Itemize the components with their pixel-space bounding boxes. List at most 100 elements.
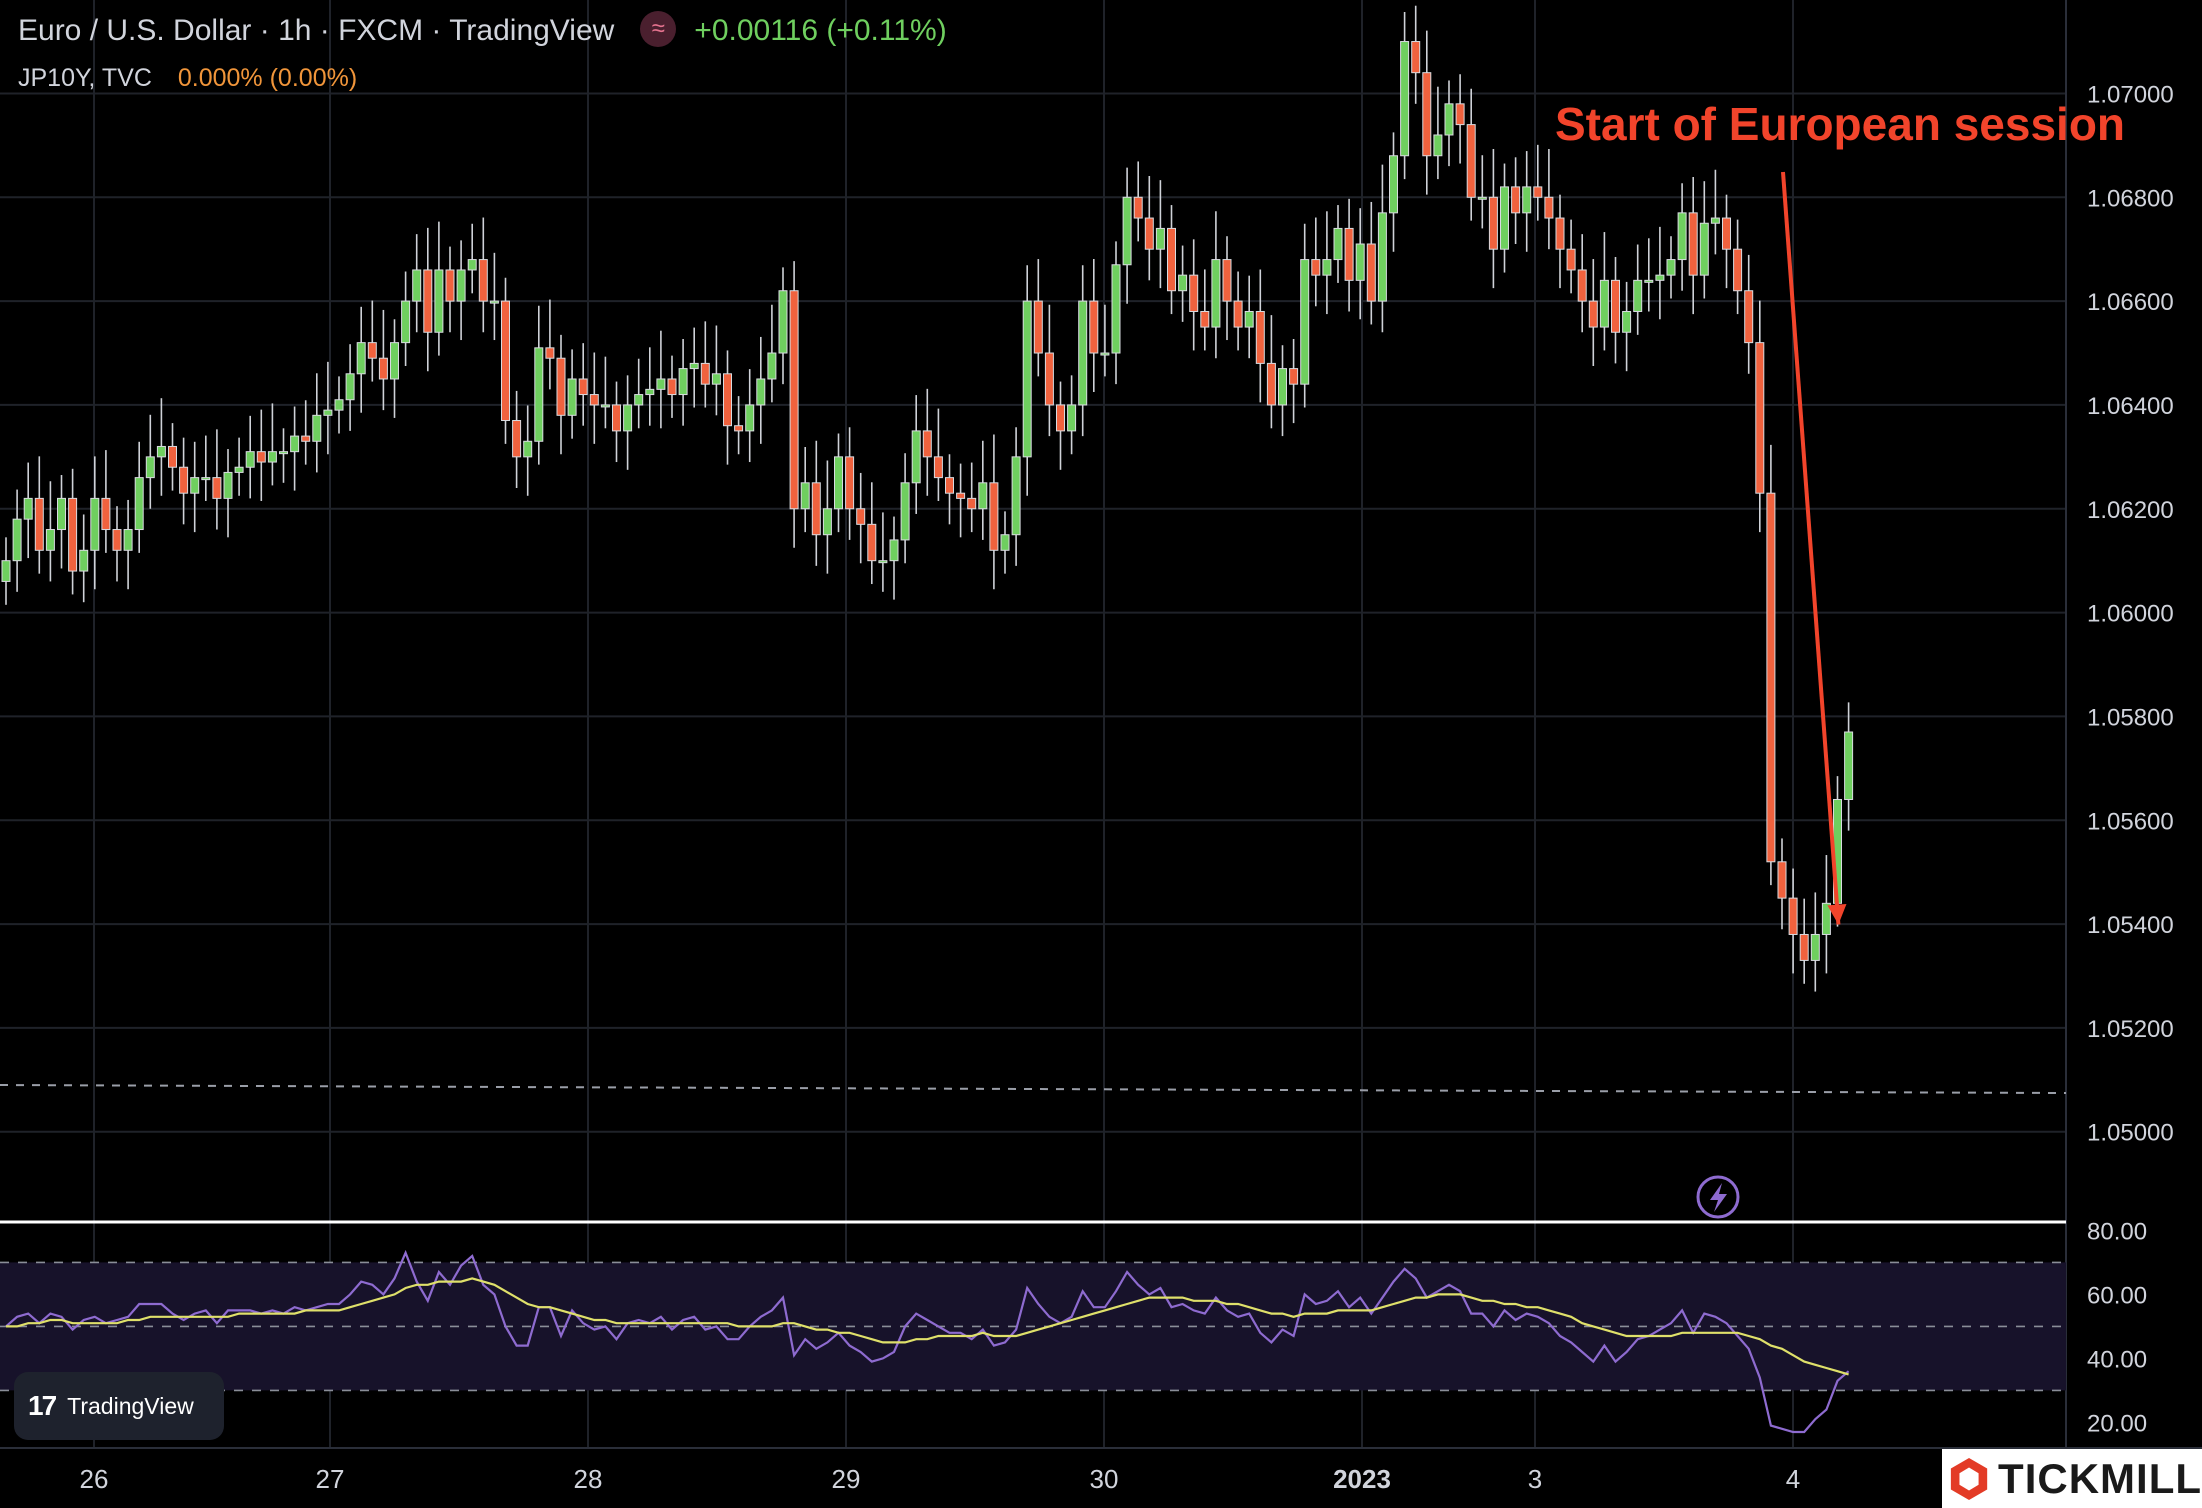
candle-body — [256, 451, 266, 463]
candle-body — [523, 440, 533, 458]
candle-body — [711, 373, 721, 385]
price-tick-label: 1.07000 — [2087, 81, 2174, 108]
candle-body — [1488, 196, 1498, 250]
candle-body — [1078, 300, 1088, 406]
candle-body — [478, 259, 488, 302]
candle-body — [1810, 933, 1820, 961]
candle-body — [945, 477, 954, 494]
candle-body — [1255, 310, 1265, 364]
candle-body — [45, 529, 55, 551]
price-tick-label: 1.05200 — [2087, 1016, 2174, 1043]
candle-body — [512, 420, 522, 458]
tradingview-badge[interactable]: 17 TradingView — [14, 1372, 224, 1440]
price-change: +0.00116 (+0.11%) — [694, 14, 947, 47]
candle-body — [1544, 196, 1554, 219]
candle-body — [1455, 103, 1465, 126]
candle-body — [156, 445, 166, 458]
lightning-icon[interactable] — [1696, 1175, 1740, 1219]
candle-body — [245, 451, 255, 468]
candle-body — [134, 477, 144, 531]
candle-body — [1699, 222, 1709, 276]
candle-body — [1599, 279, 1609, 328]
candle-body — [1411, 41, 1421, 74]
candle-body — [1244, 310, 1254, 328]
candle-body — [1422, 72, 1432, 157]
tradingview-logo-icon[interactable]: ≈ — [640, 11, 677, 48]
candle-body — [678, 368, 688, 396]
candle-body — [1344, 227, 1354, 281]
candle-body — [700, 362, 710, 385]
rsi-tick-label: 80.00 — [2087, 1218, 2147, 1245]
candle-body — [390, 342, 399, 380]
candle-body — [1144, 217, 1154, 250]
candle-body — [1533, 186, 1543, 198]
candle-body — [34, 497, 44, 551]
chart-header: Euro / U.S. Dollar · 1h · FXCM · Trading… — [18, 11, 947, 48]
candle-body — [434, 269, 444, 333]
candle-body — [334, 399, 344, 411]
candle-body — [1633, 279, 1643, 312]
dashed-price-line — [0, 1084, 2067, 1095]
candle-body — [1044, 352, 1054, 406]
candle-body — [1233, 300, 1243, 328]
candle-body — [1122, 196, 1132, 266]
candle-body — [1444, 103, 1454, 136]
candle-body — [1788, 897, 1798, 935]
candle-body — [190, 477, 200, 494]
candle-body — [623, 404, 633, 432]
rsi-line — [5, 1249, 1850, 1434]
candle-body — [312, 414, 322, 442]
price-tick-label: 1.06400 — [2087, 393, 2174, 420]
candle-body — [723, 373, 732, 427]
candle-body — [1844, 731, 1854, 800]
candle-body — [1622, 310, 1632, 333]
candle-body — [756, 378, 766, 406]
annotation-label: Start of European session — [1555, 98, 2125, 150]
price-tick-label: 1.06200 — [2087, 497, 2174, 524]
candle-body — [345, 373, 355, 401]
candle-body — [168, 445, 177, 468]
time-tick-label: 28 — [574, 1464, 603, 1494]
candle-body — [1289, 368, 1299, 385]
candle-body — [1200, 310, 1210, 328]
candle-body — [689, 362, 699, 370]
candle-body — [1222, 259, 1232, 302]
candle-body — [1688, 212, 1698, 276]
candle-body — [1500, 186, 1509, 250]
candle-body — [1100, 352, 1110, 356]
candle-body — [1178, 274, 1188, 292]
candle-body — [1355, 243, 1365, 281]
candle-body — [112, 529, 122, 551]
candle-body — [290, 435, 300, 453]
candle-body — [234, 466, 244, 473]
candle-body — [1211, 259, 1221, 328]
candle-body — [922, 430, 932, 458]
candle-body — [23, 497, 33, 520]
candle-body — [1655, 274, 1665, 281]
candle-body — [1588, 300, 1598, 328]
candle-body — [212, 477, 222, 499]
rsi-tick-label: 20.00 — [2087, 1410, 2147, 1437]
candle-body — [423, 269, 433, 333]
candle-body — [1733, 248, 1743, 292]
tickmill-label: TICKMILL — [1998, 1454, 2202, 1502]
time-tick-label: 27 — [316, 1464, 345, 1494]
candle-body — [900, 482, 910, 541]
candle-body — [12, 518, 22, 562]
candle-body — [856, 508, 866, 525]
candle-body — [378, 357, 388, 380]
secondary-symbol[interactable]: JP10Y, TVC — [18, 64, 152, 92]
candle-body — [201, 477, 211, 481]
candle-body — [600, 404, 610, 408]
candle-body — [956, 492, 966, 499]
candle-body — [1089, 300, 1099, 354]
rsi-ma-line — [6, 1277, 1849, 1376]
price-tick-label: 1.05000 — [2087, 1120, 2174, 1147]
candle-body — [1000, 534, 1010, 551]
lightning-icon-bolt — [1710, 1183, 1727, 1212]
candle-body — [501, 300, 510, 422]
candle-body — [745, 404, 755, 432]
candle-body — [778, 290, 788, 354]
candle-body — [1022, 300, 1032, 458]
